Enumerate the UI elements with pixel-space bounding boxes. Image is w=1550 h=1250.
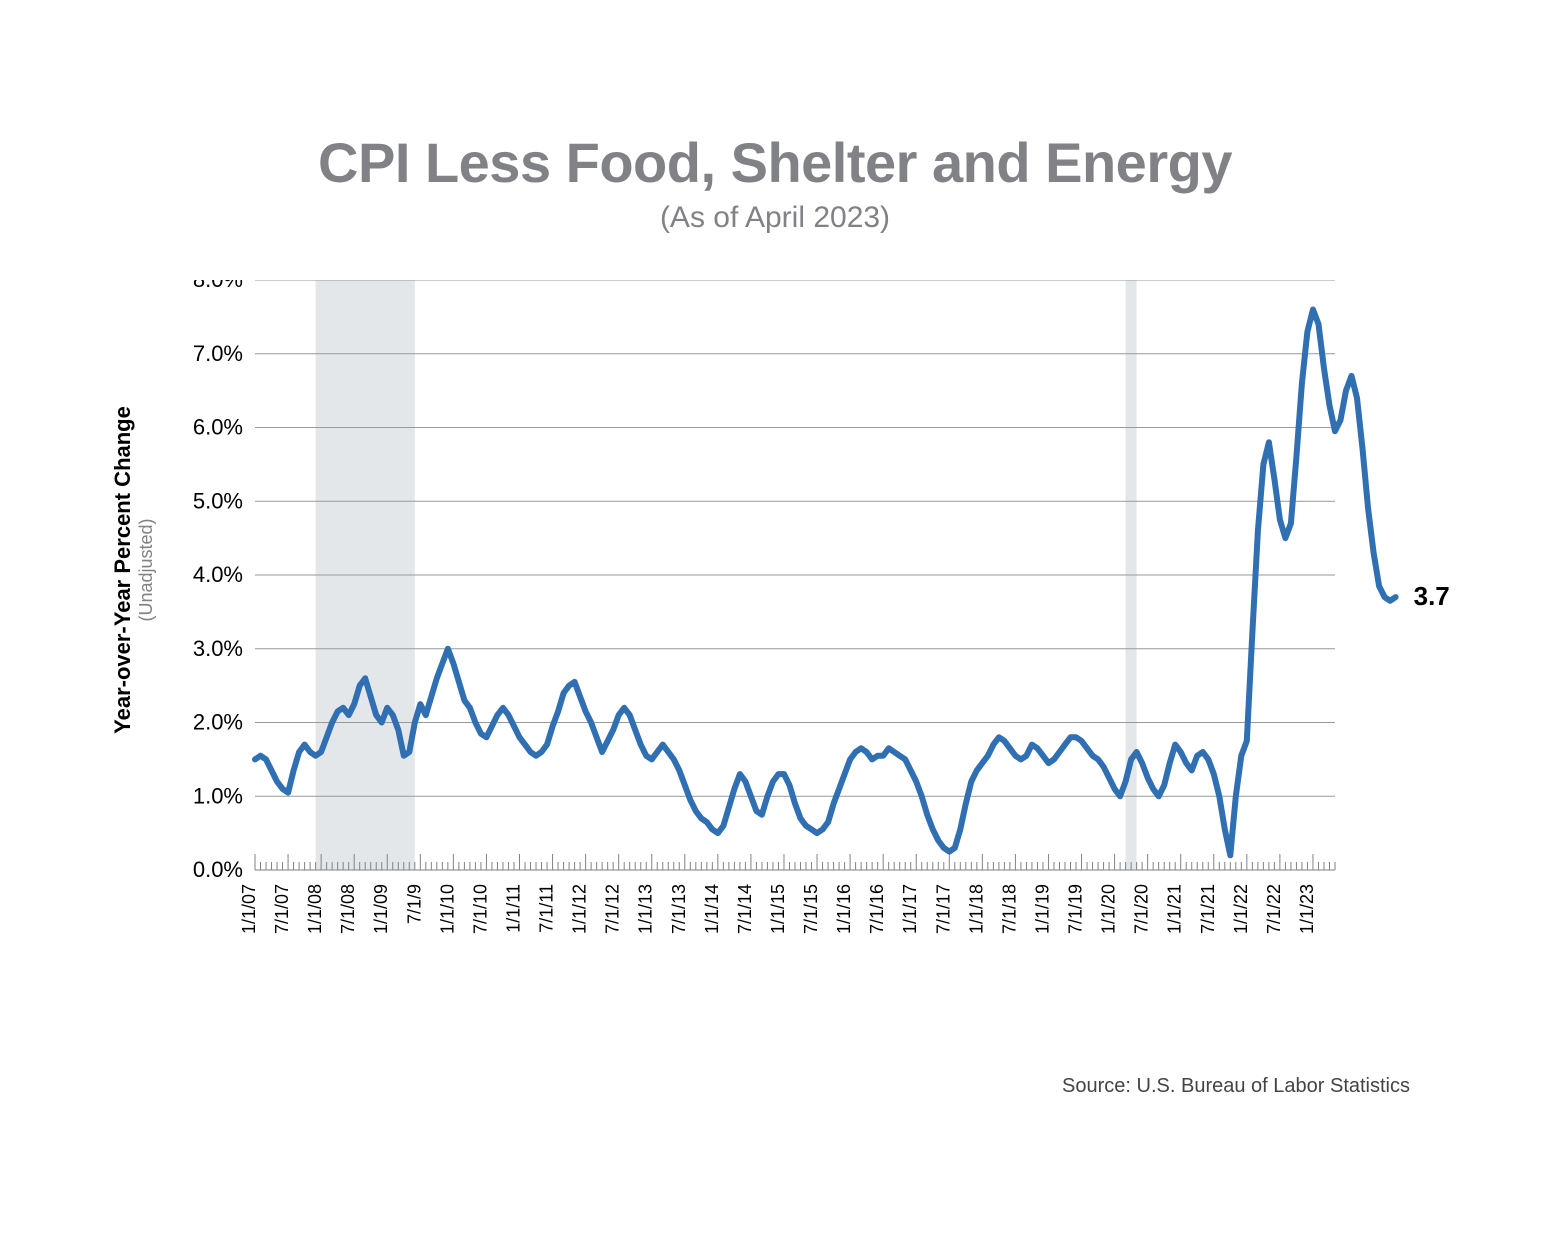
x-tick-label: 7/1/13 [669,884,689,934]
x-tick-label: 1/1/18 [966,884,986,934]
y-tick-label: 0.0% [193,857,243,882]
x-tick-label: 7/1/9 [404,884,424,924]
y-tick-label: 7.0% [193,341,243,366]
y-tick-label: 8.0% [193,280,243,292]
chart-title: CPI Less Food, Shelter and Energy [0,130,1550,195]
x-tick-label: 7/1/10 [470,884,490,934]
x-tick-label: 7/1/21 [1198,884,1218,934]
x-tick-label: 1/1/21 [1165,884,1185,934]
x-tick-label: 1/1/07 [239,884,259,934]
x-tick-label: 1/1/16 [834,884,854,934]
x-tick-label: 1/1/08 [305,884,325,934]
x-tick-label: 1/1/11 [503,884,523,933]
y-tick-label: 2.0% [193,710,243,735]
x-tick-label: 7/1/12 [603,884,623,934]
source-attribution: Source: U.S. Bureau of Labor Statistics [1062,1075,1410,1098]
x-tick-label: 7/1/16 [867,884,887,934]
x-tick-label: 1/1/10 [437,884,457,934]
series-line [255,310,1396,856]
x-tick-label: 1/1/20 [1099,884,1119,934]
y-tick-label: 3.0% [193,636,243,661]
x-tick-label: 7/1/18 [999,884,1019,934]
x-tick-label: 1/1/13 [636,884,656,934]
x-tick-label: 7/1/15 [801,884,821,934]
line-chart: 0.0% 1.0% 2.0% 3.0% 4.0% 5.0% 6.0% 7.0% 8.0% 1/1/… [120,280,1450,1000]
x-tick-label: 1/1/19 [1032,884,1052,934]
x-tick-label: 7/1/07 [272,884,292,934]
x-tick-label: 7/1/22 [1264,884,1284,934]
end-value-label: 3.7% [1414,581,1450,611]
y-tick-label: 6.0% [193,415,243,440]
y-tick-label: 1.0% [193,783,243,808]
x-tick-label: 1/1/15 [768,884,788,934]
x-tick-label: 1/1/22 [1231,884,1251,934]
x-tick-label: 1/1/12 [570,884,590,934]
x-tick-label: 7/1/20 [1132,884,1152,934]
x-tick-label: 1/1/14 [702,884,722,934]
chart-subtitle: (As of April 2023) [0,201,1550,235]
x-tick-label: 1/1/09 [371,884,391,934]
x-tick-label: 1/1/23 [1297,884,1317,934]
y-tick-label: 4.0% [193,562,243,587]
x-tick-label: 7/1/17 [933,884,953,934]
y-tick-label: 5.0% [193,488,243,513]
x-tick-label: 7/1/19 [1066,884,1086,934]
x-tick-label: 1/1/17 [900,884,920,934]
x-tick-label: 7/1/11 [537,884,557,933]
x-tick-label: 7/1/14 [735,884,755,934]
x-tick-label: 7/1/08 [338,884,358,934]
